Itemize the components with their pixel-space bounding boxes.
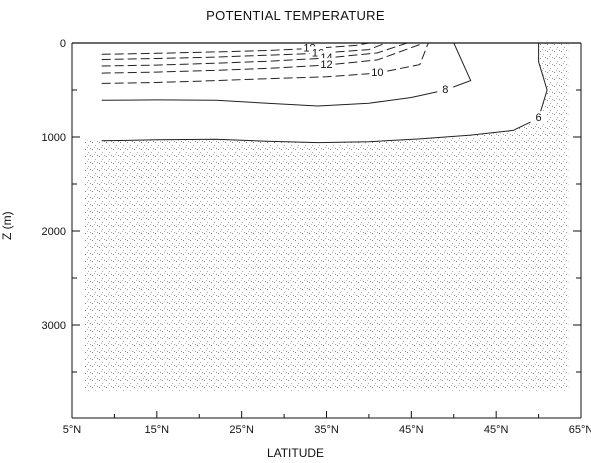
tick-labels: 5°N 15°N 25°N 35°N 45°N 45°N 65°N 0 1000 2000 3000 [42,38,591,436]
contour-label-6: 6 [536,112,542,124]
contour-label-10: 10 [371,67,383,79]
contour-18 [101,42,369,55]
contour-10 [101,42,429,84]
x-tick-label: 65°N [569,424,591,436]
contour-8 [101,42,472,107]
contour-12 [101,42,425,74]
contour-label-bg [530,111,547,124]
y-axis-label: Z (m) [0,211,14,240]
x-tick-label: 35°N [314,424,339,436]
chart-title: POTENTIAL TEMPERATURE [206,8,385,23]
contour-label-bg [437,83,454,95]
stipple-region [84,43,569,391]
x-tick-label: 15°N [145,424,170,436]
y-tick-label: 0 [60,38,66,50]
contour-label-8: 8 [442,84,448,96]
x-tick-label: 5°N [63,424,82,436]
axes [71,42,582,419]
contour-label-bg [369,66,386,79]
contour-6 [101,43,548,144]
contour-label-12: 12 [320,59,332,71]
contour-16 [101,42,387,60]
y-tick-label: 2000 [42,226,66,238]
contour-14 [101,42,408,67]
x-tick-label: 45°N [484,424,509,436]
x-axis-label: LATITUDE [266,446,325,460]
x-tick-label: 25°N [229,424,254,436]
stippled-deep-water [84,43,569,391]
y-tick-label: 1000 [42,132,66,144]
y-tick-label: 3000 [42,320,66,332]
x-tick-label: 45°N [399,424,424,436]
contour-label-bg [318,58,335,71]
